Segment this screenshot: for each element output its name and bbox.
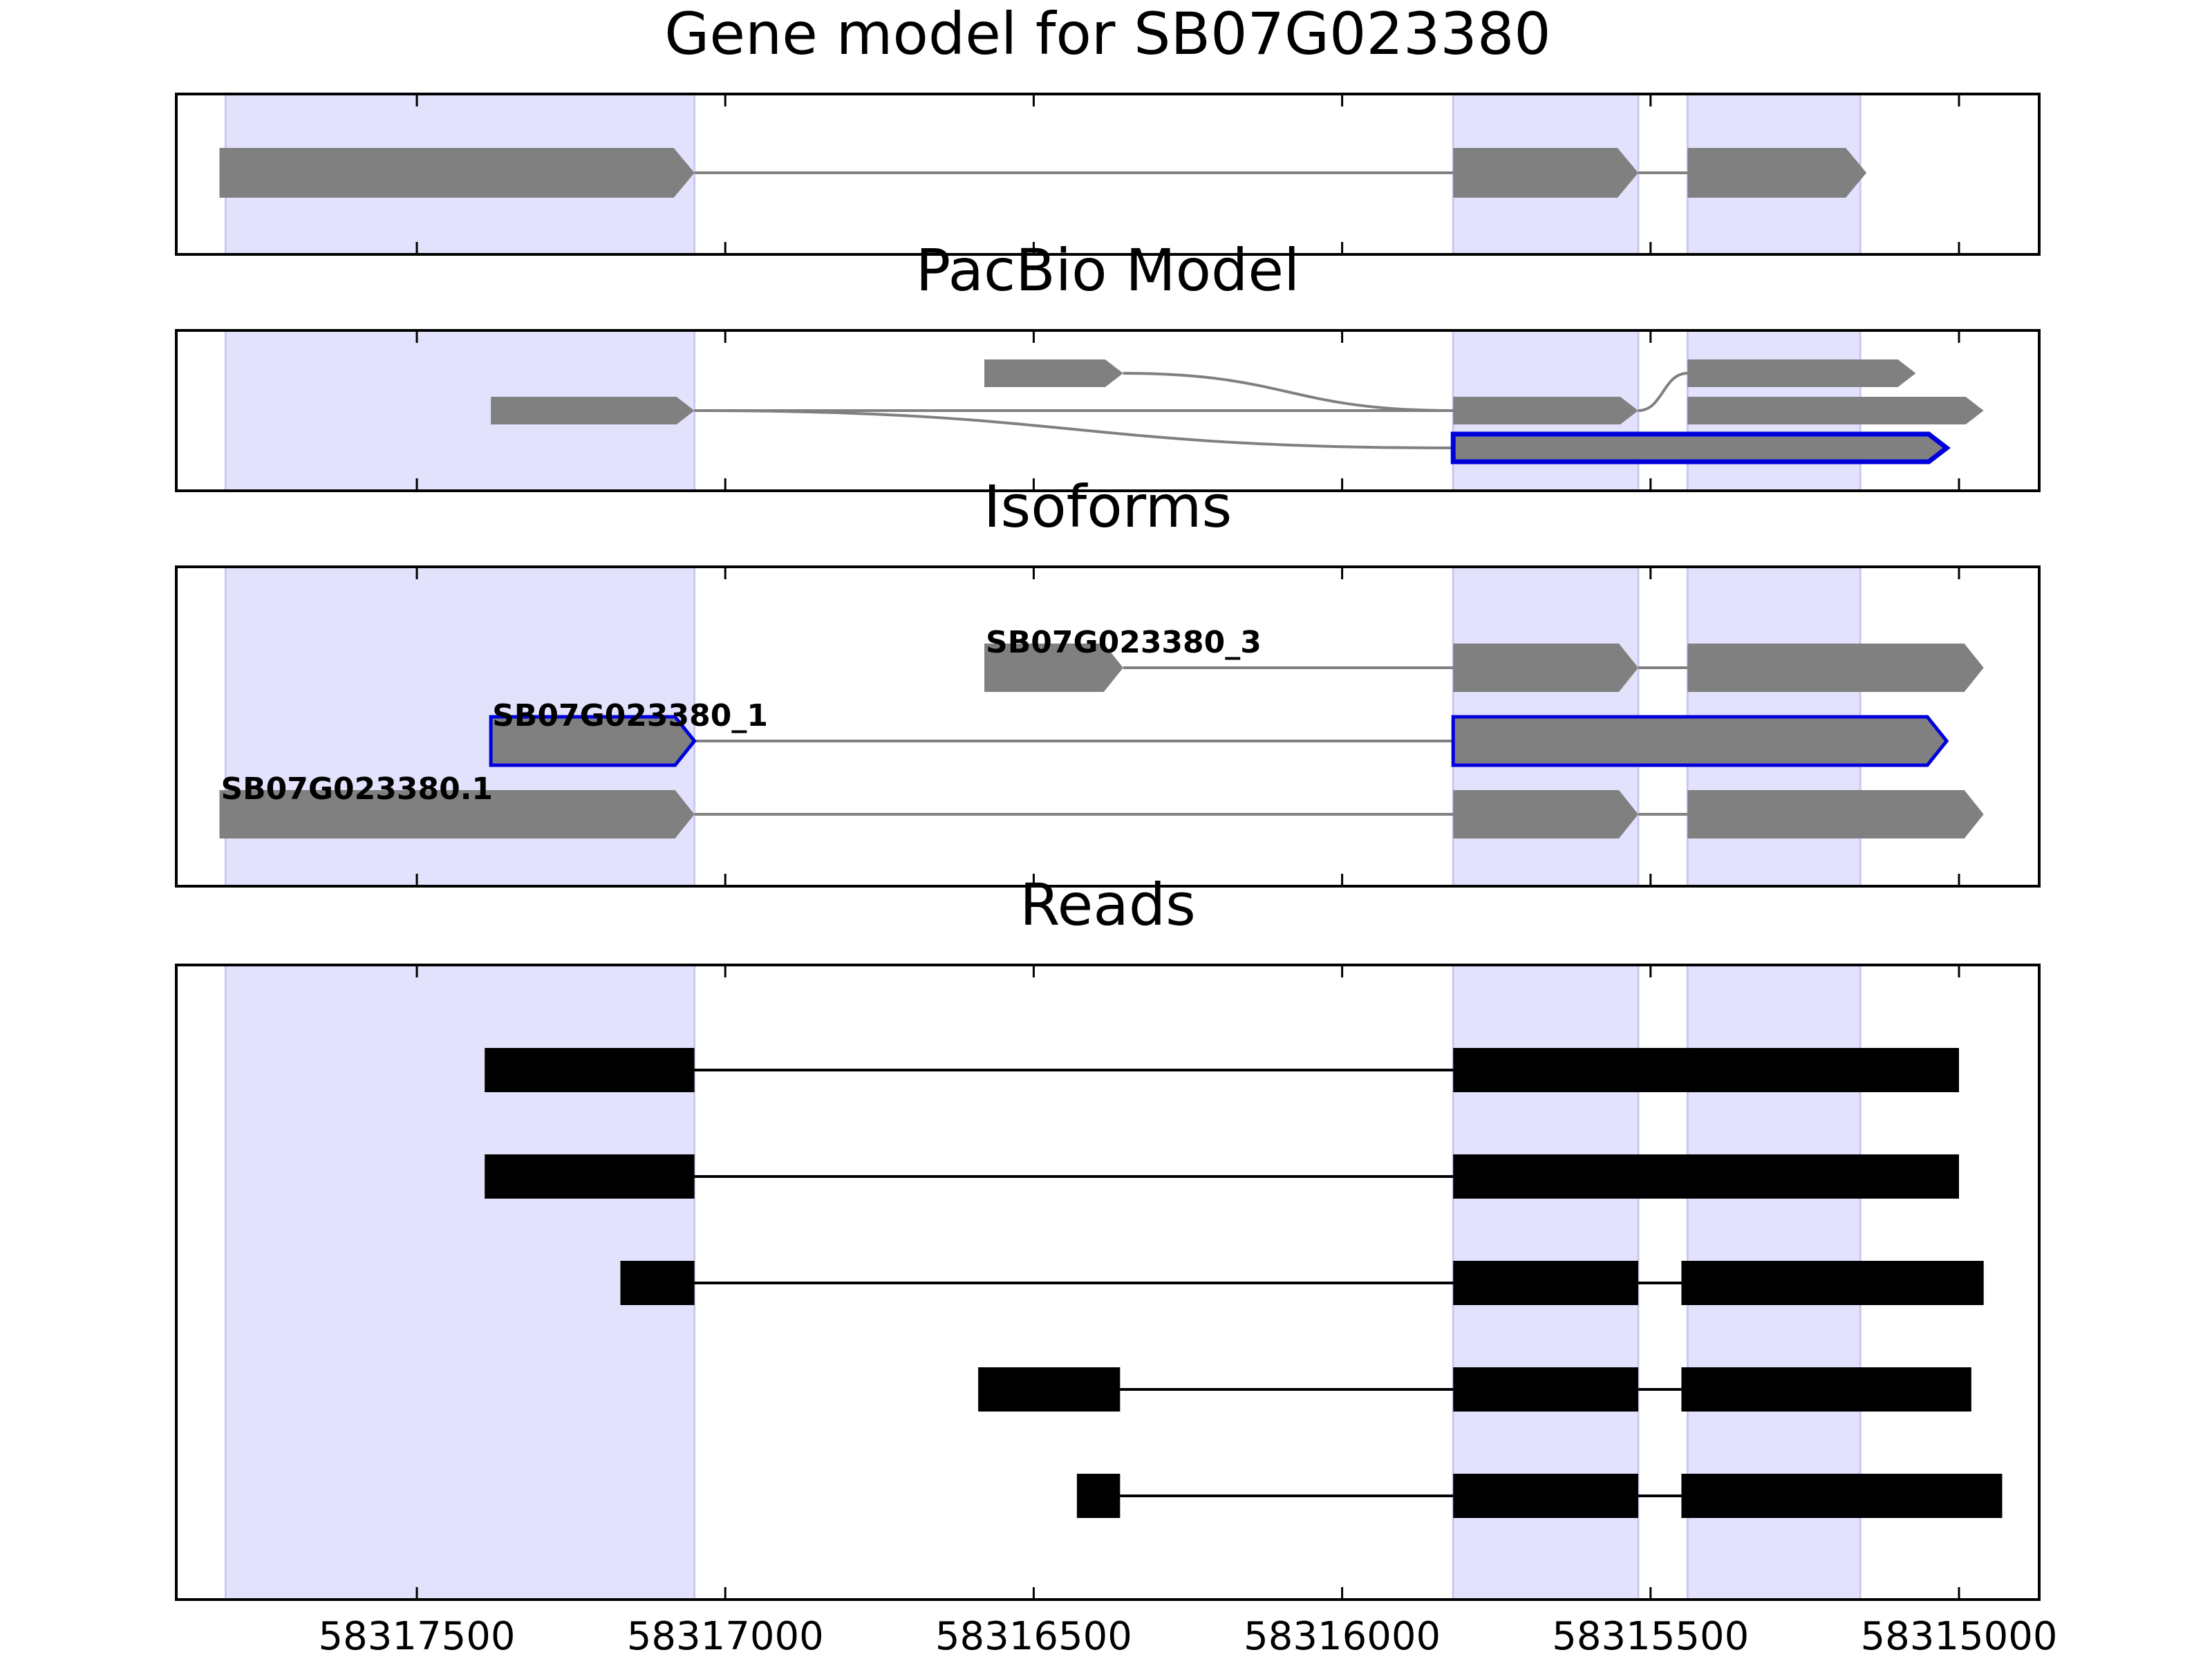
panel1-transcript-1-exon-1 [984,359,1123,387]
panel2-transcript-1-exon-3 [1687,644,1984,692]
panel3-transcript-4-exon-3 [1681,1367,1971,1412]
panel-title-3: Isoforms [984,473,1232,541]
panel3-transcript-2-exon-1 [485,1154,695,1199]
panel1-transcript-2-exon-1 [491,397,695,424]
panel2-transcript-3-exon-1 [219,790,695,838]
panel2-frame [175,565,2041,888]
panel3-transcript-5-exon-2 [1453,1474,1638,1518]
x-tick-label-4: 58316000 [1244,1614,1441,1659]
panel3-transcript-4-exon-2 [1453,1367,1638,1412]
panel3-transcript-1-exon-2 [1453,1048,1959,1092]
pacbio-connection-2 [1123,372,1454,412]
panel0-transcript-1-exon-2 [1453,148,1638,198]
panel3-frame [175,964,2041,1601]
panel-title-1: Gene model for SB07G023380 [664,0,1550,68]
panel3-transcript-4-exon-1 [978,1367,1121,1412]
panel0-transcript-1-exon-3 [1687,148,1867,198]
panel2-transcript-3-exon-2 [1453,790,1638,838]
panel0-frame [175,93,2041,256]
pacbio-connection-1 [694,409,1454,449]
panel-title-2: PacBio Model [916,236,1300,304]
panel1-frame [175,329,2041,492]
x-tick-label-6: 58315000 [1860,1614,2057,1659]
x-tick-label-5: 58315500 [1552,1614,1749,1659]
panel2-transcript-2-exon-1 [489,715,697,767]
x-tick-label-1: 58317500 [319,1614,516,1659]
panel3-transcript-1-exon-1 [485,1048,695,1092]
pacbio-connection-3 [1638,372,1688,412]
panel1-transcript-3-exon-1 [1450,431,1951,465]
isoform-label-1: SB07G023380_3 [986,625,1262,660]
panel2-transcript-1-exon-1 [984,644,1123,692]
panel2-transcript-2-exon-2 [1451,715,1949,767]
x-tick-label-2: 58317000 [627,1614,824,1659]
panel1-transcript-2-exon-3 [1687,397,1984,424]
panel2-transcript-1-exon-2 [1453,644,1638,692]
panel1-transcript-2-exon-2 [1453,397,1638,424]
panel1-transcript-1-exon-2 [1687,359,1916,387]
panel3-transcript-3-exon-2 [1453,1261,1638,1305]
isoform-label-3: SB07G023380.1 [221,771,493,807]
panel-title-4: Reads [1020,871,1196,939]
panel3-transcript-3-exon-3 [1681,1261,1984,1305]
panel3-transcript-5-exon-1 [1076,1474,1121,1518]
panel0-transcript-1-exon-1 [219,148,695,198]
panel3-transcript-3-exon-1 [620,1261,695,1305]
panel3-transcript-2-exon-2 [1453,1154,1959,1199]
panel3-transcript-5-exon-3 [1681,1474,2003,1518]
isoform-label-2: SB07G023380_1 [492,698,768,733]
x-tick-label-3: 58316500 [935,1614,1132,1659]
panel2-transcript-3-exon-3 [1687,790,1984,838]
